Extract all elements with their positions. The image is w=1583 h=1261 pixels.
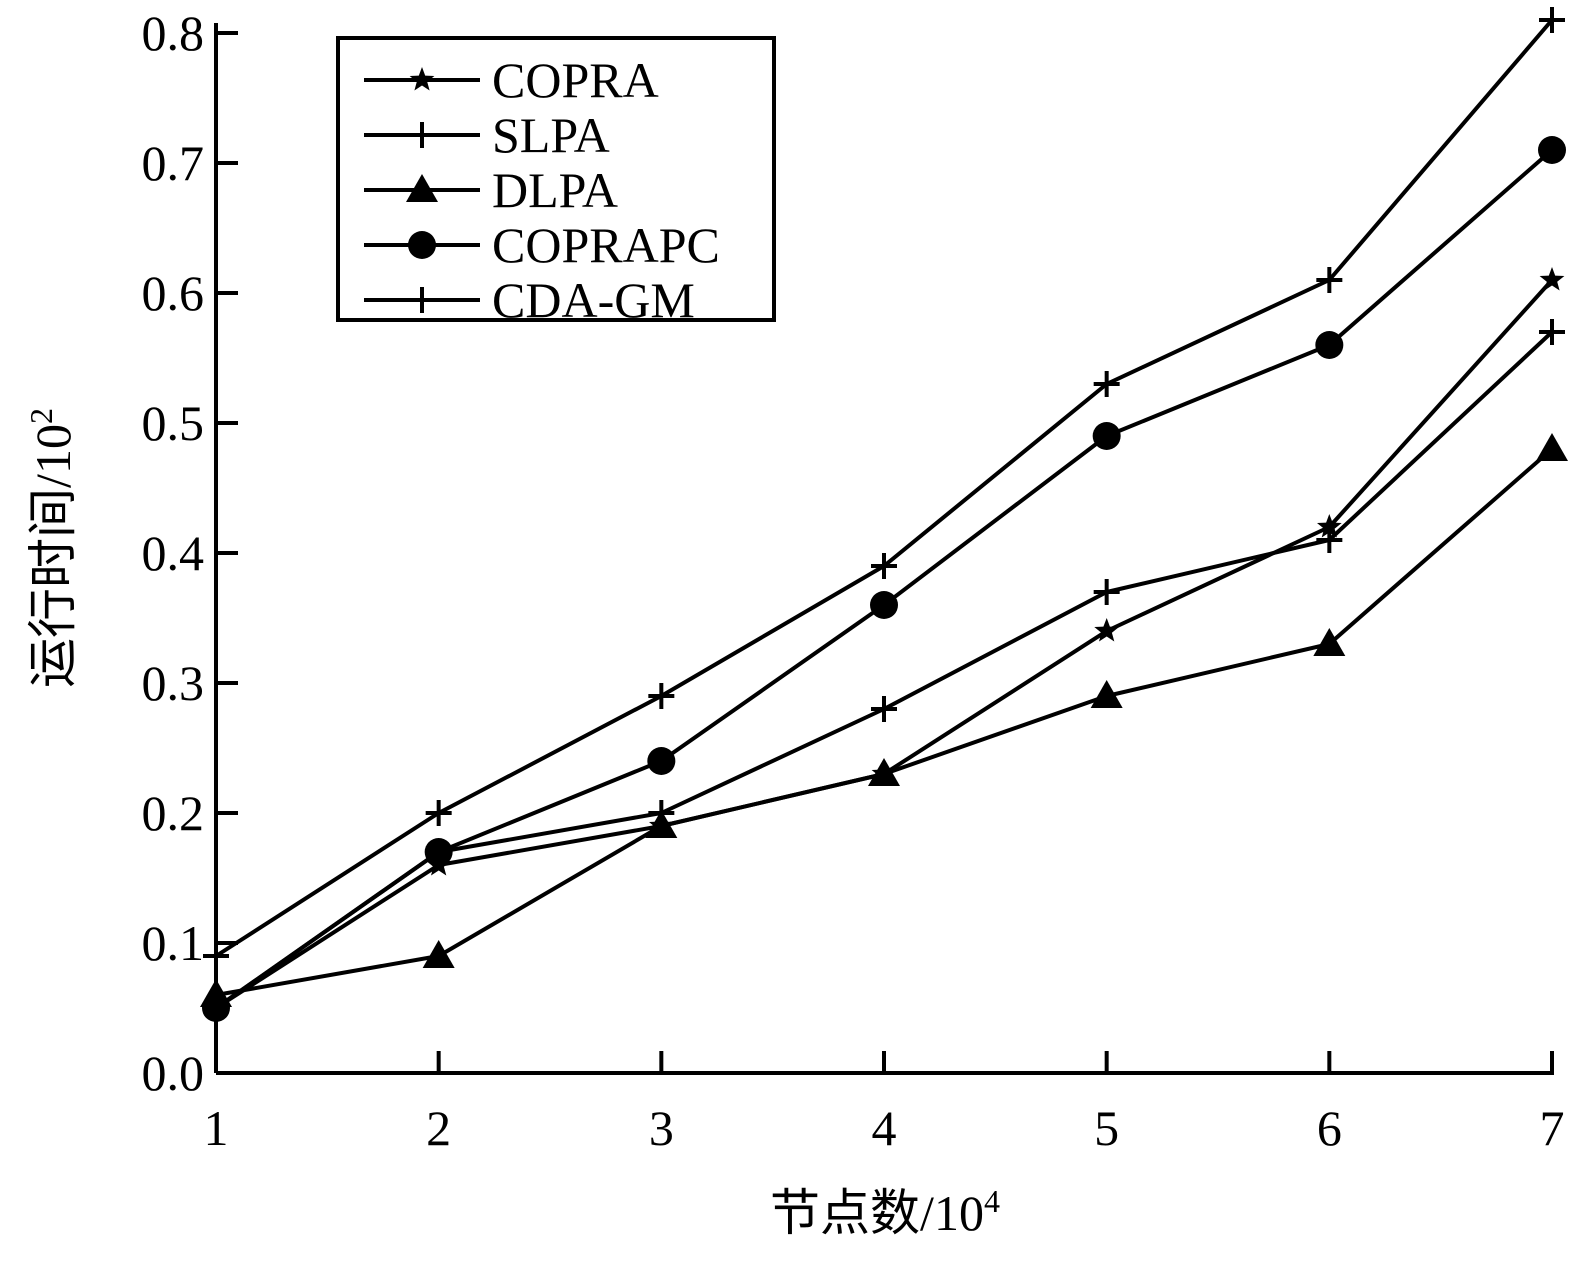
y-tick-label: 0.5 [142, 395, 205, 451]
series-dlpa-point [645, 810, 678, 838]
x-axis-title-superscript: 4 [984, 1183, 1000, 1219]
series-copra-point [1094, 618, 1119, 642]
series-slpa-point [871, 696, 897, 722]
series-cda-gm-point [1316, 267, 1343, 293]
legend-item-cda-gm: CDA-GM [364, 272, 695, 328]
y-axis-title-superscript: 2 [23, 408, 59, 424]
axis-titles: 节点数/104 运行时间/102 [23, 408, 1000, 1241]
series-cda-gm-point [1093, 371, 1120, 397]
series-slpa-point [1539, 319, 1565, 345]
series-dlpa-point [1090, 680, 1123, 708]
x-tick-label: 2 [426, 1100, 451, 1156]
legend-item-slpa: SLPA [364, 107, 610, 163]
series-slpa-point [1093, 579, 1120, 605]
y-tick-label: 0.4 [142, 525, 205, 581]
legend-marker [409, 287, 435, 313]
series-cda-gm-point [425, 800, 452, 826]
series-coprapc-point [1092, 422, 1121, 450]
y-tick-label: 0.8 [142, 5, 205, 61]
x-tick-label: 5 [1094, 1100, 1119, 1156]
legend-label: DLPA [492, 162, 618, 218]
legend-label: COPRAPC [492, 217, 720, 273]
x-axis-title-text: 节点数/10 [770, 1185, 984, 1241]
legend-marker [409, 122, 435, 148]
series-copra-point [1539, 267, 1565, 291]
x-axis-title: 节点数/104 [770, 1183, 1000, 1241]
series-coprapc-point [424, 838, 453, 866]
legend-item-copra: COPRA [364, 52, 659, 108]
legend-label: CDA-GM [492, 272, 695, 328]
series-coprapc-point [202, 994, 230, 1022]
legend-item-dlpa: DLPA [364, 162, 618, 218]
series-slpa-line [214, 330, 1554, 1010]
series-coprapc-point [647, 747, 676, 775]
y-tick-label: 0.0 [142, 1045, 205, 1101]
series-copra [203, 267, 1565, 1019]
y-axis-title: 运行时间/102 [23, 408, 81, 688]
x-tick-label: 4 [872, 1100, 897, 1156]
series-layer [200, 7, 1568, 1022]
y-tick-label: 0.7 [142, 135, 205, 191]
axes: 0.0 0.1 0.2 0.3 0.4 0.5 0.6 0.7 0.8 1 2 3 4 5 6 7 [142, 5, 1565, 1156]
y-tick-label: 0.2 [142, 785, 205, 841]
series-dlpa-point [868, 758, 900, 786]
series-copra-point [1317, 514, 1342, 538]
x-tick-label: 6 [1317, 1100, 1342, 1156]
series-cda-gm [203, 7, 1565, 969]
series-dlpa-point [422, 940, 455, 968]
series-slpa-point [1316, 527, 1343, 553]
x-tick-label: 7 [1540, 1100, 1565, 1156]
series-coprapc-point [1538, 136, 1566, 164]
series-slpa [203, 319, 1565, 1021]
legend-marker [406, 174, 438, 202]
series-coprapc [202, 136, 1566, 1022]
series-cda-gm-point [648, 683, 675, 709]
series-cda-gm-point [203, 943, 229, 969]
series-coprapc-point [1315, 331, 1344, 359]
legend-marker [408, 231, 436, 259]
series-dlpa [200, 433, 1568, 1007]
legend-marker [409, 67, 435, 91]
y-axis-title-text: 运行时间/10 [25, 424, 81, 688]
y-tick-label: 0.6 [142, 265, 205, 321]
series-dlpa-point [1313, 628, 1346, 656]
series-copra-line [214, 278, 1554, 1010]
y-tick-label: 0.1 [142, 915, 205, 971]
x-tick-label: 3 [649, 1100, 674, 1156]
legend-label: SLPA [492, 107, 610, 163]
series-dlpa-point [1536, 433, 1568, 461]
series-cda-gm-point [1539, 7, 1565, 33]
series-coprapc-point [870, 591, 898, 619]
legend-item-coprapc: COPRAPC [364, 217, 720, 273]
legend-label: COPRA [492, 52, 659, 108]
legend-box [336, 36, 776, 322]
x-tick-label: 1 [204, 1100, 229, 1156]
series-cda-gm-point [871, 553, 897, 579]
y-tick-label: 0.3 [142, 655, 205, 711]
